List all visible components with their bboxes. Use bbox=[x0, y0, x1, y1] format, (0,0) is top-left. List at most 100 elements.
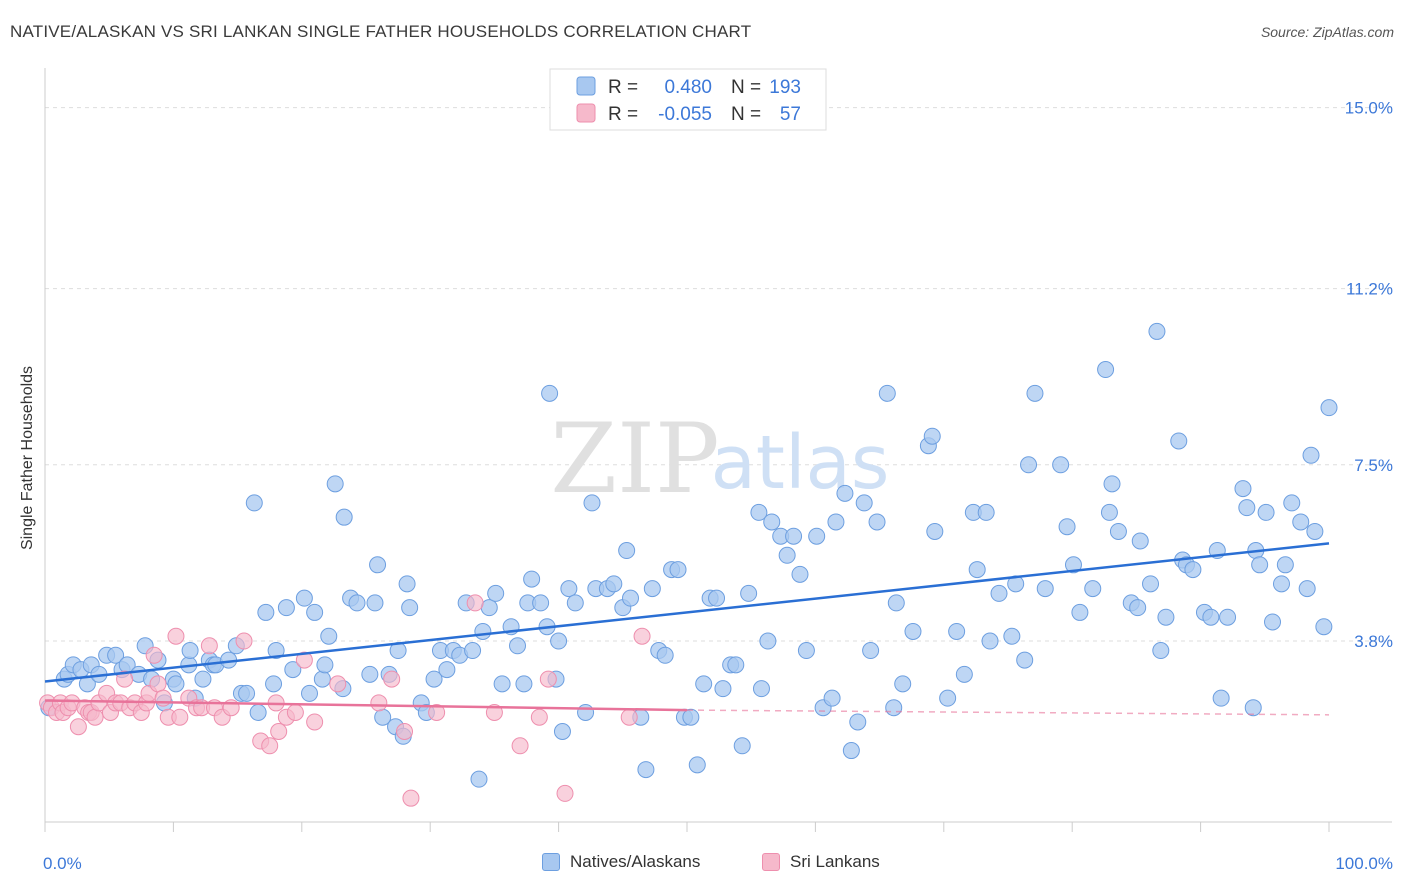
natives-point[interactable] bbox=[398, 575, 416, 593]
natives-point[interactable] bbox=[740, 584, 758, 602]
srilankans-point[interactable] bbox=[261, 737, 279, 755]
natives-point[interactable] bbox=[1103, 475, 1121, 493]
natives-point[interactable] bbox=[669, 561, 687, 579]
natives-point[interactable] bbox=[265, 675, 283, 693]
natives-point[interactable] bbox=[1026, 384, 1044, 402]
natives-point[interactable] bbox=[369, 556, 387, 574]
natives-point[interactable] bbox=[1298, 580, 1316, 598]
natives-point[interactable] bbox=[836, 484, 854, 502]
natives-point[interactable] bbox=[1131, 532, 1149, 550]
natives-point[interactable] bbox=[316, 656, 334, 674]
natives-point[interactable] bbox=[827, 513, 845, 531]
srilankans-point[interactable] bbox=[167, 627, 185, 645]
natives-point[interactable] bbox=[1257, 503, 1275, 521]
legend-item-srilankans[interactable]: Sri Lankans bbox=[762, 852, 880, 872]
natives-point[interactable] bbox=[733, 737, 751, 755]
srilankans-point[interactable] bbox=[270, 723, 288, 741]
natives-point[interactable] bbox=[1100, 503, 1118, 521]
natives-point[interactable] bbox=[348, 594, 366, 612]
natives-point[interactable] bbox=[532, 594, 550, 612]
natives-point[interactable] bbox=[688, 756, 706, 774]
srilankans-point[interactable] bbox=[620, 708, 638, 726]
natives-point[interactable] bbox=[1142, 575, 1160, 593]
natives-point[interactable] bbox=[1283, 494, 1301, 512]
natives-point[interactable] bbox=[238, 684, 256, 702]
natives-point[interactable] bbox=[438, 661, 456, 679]
natives-point[interactable] bbox=[1264, 613, 1282, 631]
natives-point[interactable] bbox=[553, 723, 571, 741]
natives-point[interactable] bbox=[1276, 556, 1294, 574]
natives-point[interactable] bbox=[862, 642, 880, 660]
natives-point[interactable] bbox=[1036, 580, 1054, 598]
natives-point[interactable] bbox=[797, 642, 815, 660]
natives-point[interactable] bbox=[1170, 432, 1188, 450]
natives-point[interactable] bbox=[566, 594, 584, 612]
srilankans-point[interactable] bbox=[633, 627, 651, 645]
natives-point[interactable] bbox=[849, 713, 867, 731]
natives-point[interactable] bbox=[1234, 480, 1252, 498]
srilankans-point[interactable] bbox=[295, 651, 313, 669]
natives-point[interactable] bbox=[550, 632, 568, 650]
natives-point[interactable] bbox=[493, 675, 511, 693]
natives-point[interactable] bbox=[785, 527, 803, 545]
natives-point[interactable] bbox=[480, 599, 498, 617]
natives-point[interactable] bbox=[306, 603, 324, 621]
natives-point[interactable] bbox=[1020, 456, 1038, 474]
natives-point[interactable] bbox=[981, 632, 999, 650]
natives-point[interactable] bbox=[656, 646, 674, 664]
srilankans-point[interactable] bbox=[235, 632, 253, 650]
natives-point[interactable] bbox=[682, 708, 700, 726]
natives-point[interactable] bbox=[295, 589, 313, 607]
natives-point[interactable] bbox=[1184, 561, 1202, 579]
natives-point[interactable] bbox=[1084, 580, 1102, 598]
natives-point[interactable] bbox=[1129, 599, 1147, 617]
natives-point[interactable] bbox=[1251, 556, 1269, 574]
natives-point[interactable] bbox=[727, 656, 745, 674]
natives-point[interactable] bbox=[313, 670, 331, 688]
natives-point[interactable] bbox=[750, 503, 768, 521]
natives-point[interactable] bbox=[923, 427, 941, 445]
natives-point[interactable] bbox=[1315, 618, 1333, 636]
natives-point[interactable] bbox=[1320, 399, 1338, 417]
natives-point[interactable] bbox=[464, 642, 482, 660]
natives-point[interactable] bbox=[1306, 522, 1324, 540]
natives-point[interactable] bbox=[887, 594, 905, 612]
srilankans-point[interactable] bbox=[370, 694, 388, 712]
natives-point[interactable] bbox=[1071, 603, 1089, 621]
natives-point[interactable] bbox=[708, 589, 726, 607]
natives-point[interactable] bbox=[752, 680, 770, 698]
natives-point[interactable] bbox=[1202, 608, 1220, 626]
srilankans-point[interactable] bbox=[383, 670, 401, 688]
natives-point[interactable] bbox=[583, 494, 601, 512]
natives-point[interactable] bbox=[1148, 322, 1166, 340]
srilankans-point[interactable] bbox=[171, 708, 189, 726]
natives-point[interactable] bbox=[759, 632, 777, 650]
natives-point[interactable] bbox=[878, 384, 896, 402]
legend-item-natives[interactable]: Natives/Alaskans bbox=[542, 852, 700, 872]
srilankans-point[interactable] bbox=[149, 675, 167, 693]
natives-point[interactable] bbox=[885, 699, 903, 717]
natives-point[interactable] bbox=[1052, 456, 1070, 474]
natives-point[interactable] bbox=[1292, 513, 1310, 531]
srilankans-point[interactable] bbox=[556, 784, 574, 802]
natives-point[interactable] bbox=[366, 594, 384, 612]
srilankans-point[interactable] bbox=[402, 789, 420, 807]
natives-point[interactable] bbox=[1272, 575, 1290, 593]
natives-point[interactable] bbox=[1302, 446, 1320, 464]
natives-point[interactable] bbox=[326, 475, 344, 493]
natives-point[interactable] bbox=[1058, 518, 1076, 536]
natives-point[interactable] bbox=[643, 580, 661, 598]
natives-point[interactable] bbox=[1152, 642, 1170, 660]
natives-point[interactable] bbox=[284, 661, 302, 679]
srilankans-point[interactable] bbox=[428, 703, 446, 721]
natives-point[interactable] bbox=[1157, 608, 1175, 626]
natives-point[interactable] bbox=[194, 670, 212, 688]
natives-point[interactable] bbox=[637, 761, 655, 779]
natives-point[interactable] bbox=[320, 627, 338, 645]
natives-point[interactable] bbox=[541, 384, 559, 402]
natives-point[interactable] bbox=[1244, 699, 1262, 717]
natives-point[interactable] bbox=[842, 742, 860, 760]
natives-point[interactable] bbox=[487, 584, 505, 602]
natives-point[interactable] bbox=[791, 565, 809, 583]
natives-point[interactable] bbox=[904, 622, 922, 640]
